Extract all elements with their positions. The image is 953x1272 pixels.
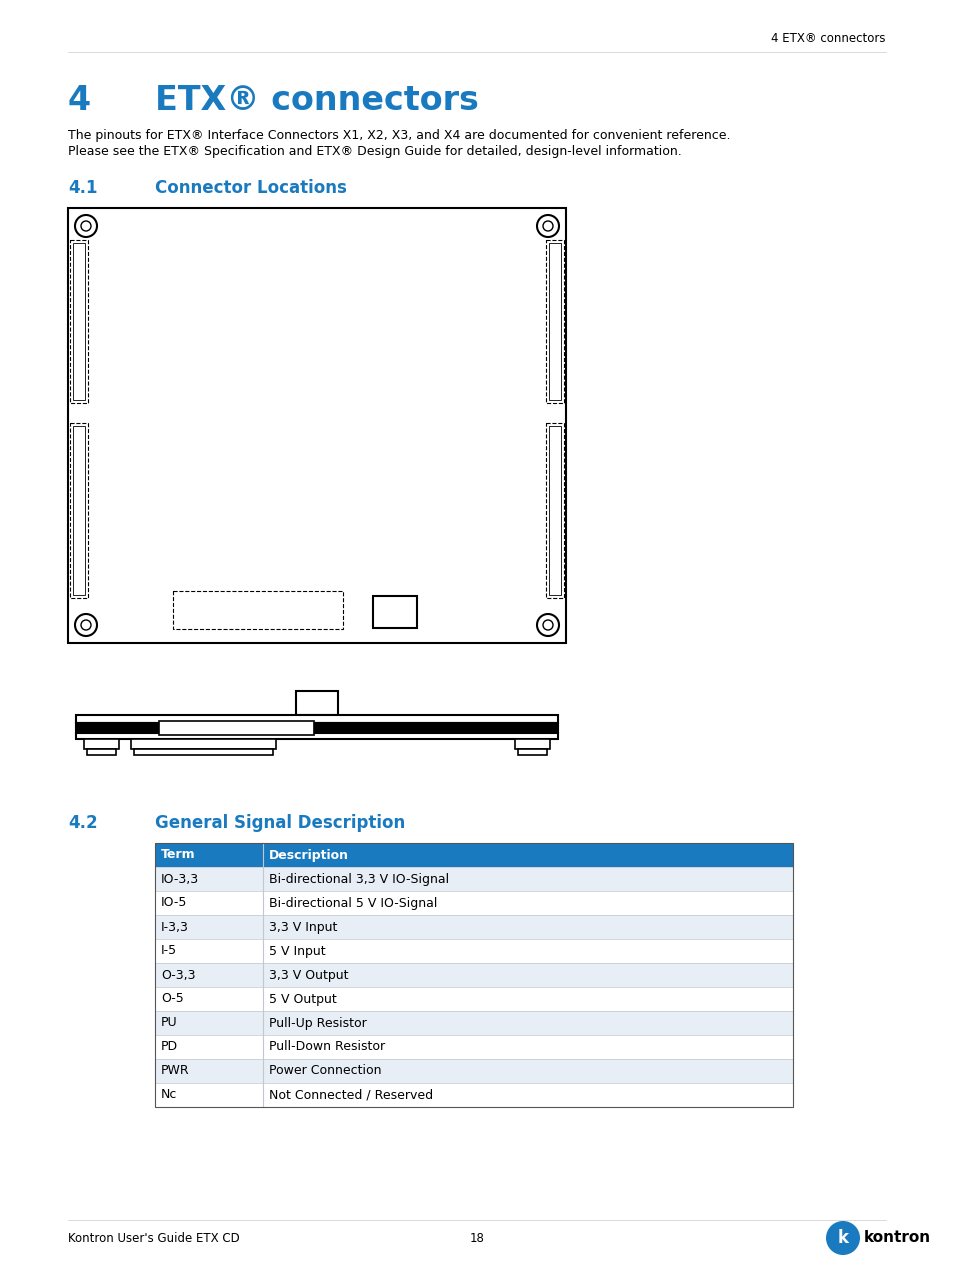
Text: ETX® connectors: ETX® connectors — [154, 84, 478, 117]
Bar — [131, 739, 275, 749]
Bar — [154, 1082, 792, 1107]
Text: kontron: kontron — [863, 1230, 930, 1245]
Bar — [545, 240, 563, 403]
Text: 18: 18 — [469, 1231, 484, 1244]
Bar — [548, 243, 560, 399]
Bar — [68, 209, 565, 644]
Text: General Signal Description: General Signal Description — [154, 814, 405, 832]
Text: O-3,3: O-3,3 — [161, 968, 195, 982]
Bar — [76, 733, 558, 739]
Bar — [172, 591, 343, 628]
Circle shape — [75, 215, 97, 237]
Text: Bi-directional 5 V IO-Signal: Bi-directional 5 V IO-Signal — [269, 897, 436, 909]
Text: The pinouts for ETX® Interface Connectors X1, X2, X3, and X4 are documented for : The pinouts for ETX® Interface Connector… — [68, 128, 730, 141]
Text: Kontron User's Guide ETX CD: Kontron User's Guide ETX CD — [68, 1231, 239, 1244]
Text: 4.2: 4.2 — [68, 814, 97, 832]
Text: k: k — [837, 1229, 847, 1247]
Text: PWR: PWR — [161, 1065, 190, 1077]
Text: 4: 4 — [68, 84, 91, 117]
Text: Pull-Up Resistor: Pull-Up Resistor — [269, 1016, 366, 1029]
Bar — [84, 739, 119, 749]
Text: Pull-Down Resistor: Pull-Down Resistor — [269, 1040, 385, 1053]
Bar — [154, 987, 792, 1011]
Text: IO-3,3: IO-3,3 — [161, 873, 199, 885]
Bar — [154, 963, 792, 987]
Text: Term: Term — [161, 848, 195, 861]
Bar — [133, 749, 273, 756]
Circle shape — [537, 614, 558, 636]
Circle shape — [81, 221, 91, 232]
Bar — [515, 739, 550, 749]
Circle shape — [825, 1221, 859, 1255]
Text: Power Connection: Power Connection — [269, 1065, 381, 1077]
Bar — [154, 868, 792, 890]
Text: O-5: O-5 — [161, 992, 184, 1005]
Circle shape — [81, 619, 91, 630]
Text: Connector Locations: Connector Locations — [154, 179, 347, 197]
Circle shape — [75, 614, 97, 636]
Bar — [70, 240, 88, 403]
Text: Bi-directional 3,3 V IO-Signal: Bi-directional 3,3 V IO-Signal — [269, 873, 449, 885]
Bar — [76, 722, 558, 733]
Text: 4 ETX® connectors: 4 ETX® connectors — [771, 32, 885, 45]
Text: PD: PD — [161, 1040, 178, 1053]
Bar — [76, 715, 558, 722]
Bar — [548, 426, 560, 595]
Bar — [73, 426, 85, 595]
Bar — [73, 243, 85, 399]
Bar — [154, 915, 792, 939]
Text: Please see the ETX® Specification and ETX® Design Guide for detailed, design-lev: Please see the ETX® Specification and ET… — [68, 145, 681, 159]
Bar — [87, 749, 116, 756]
Bar — [154, 1060, 792, 1082]
Text: 5 V Input: 5 V Input — [269, 945, 325, 958]
Bar — [154, 890, 792, 915]
Text: 5 V Output: 5 V Output — [269, 992, 336, 1005]
Bar — [159, 721, 314, 735]
Circle shape — [537, 215, 558, 237]
Text: 4.1: 4.1 — [68, 179, 97, 197]
Text: Description: Description — [269, 848, 349, 861]
Text: 3,3 V Output: 3,3 V Output — [269, 968, 348, 982]
Bar — [154, 843, 792, 1107]
Bar — [154, 1011, 792, 1035]
Text: Nc: Nc — [161, 1089, 177, 1102]
Text: Not Connected / Reserved: Not Connected / Reserved — [269, 1089, 433, 1102]
Bar — [295, 691, 337, 715]
Bar — [70, 424, 88, 598]
Bar — [154, 939, 792, 963]
Bar — [373, 597, 416, 628]
Circle shape — [542, 221, 553, 232]
Bar — [545, 424, 563, 598]
Text: I-3,3: I-3,3 — [161, 921, 189, 934]
Text: I-5: I-5 — [161, 945, 177, 958]
Text: IO-5: IO-5 — [161, 897, 187, 909]
Bar — [154, 1035, 792, 1060]
Bar — [154, 843, 792, 868]
Text: 3,3 V Input: 3,3 V Input — [269, 921, 337, 934]
Bar — [517, 749, 546, 756]
Circle shape — [542, 619, 553, 630]
Text: PU: PU — [161, 1016, 177, 1029]
